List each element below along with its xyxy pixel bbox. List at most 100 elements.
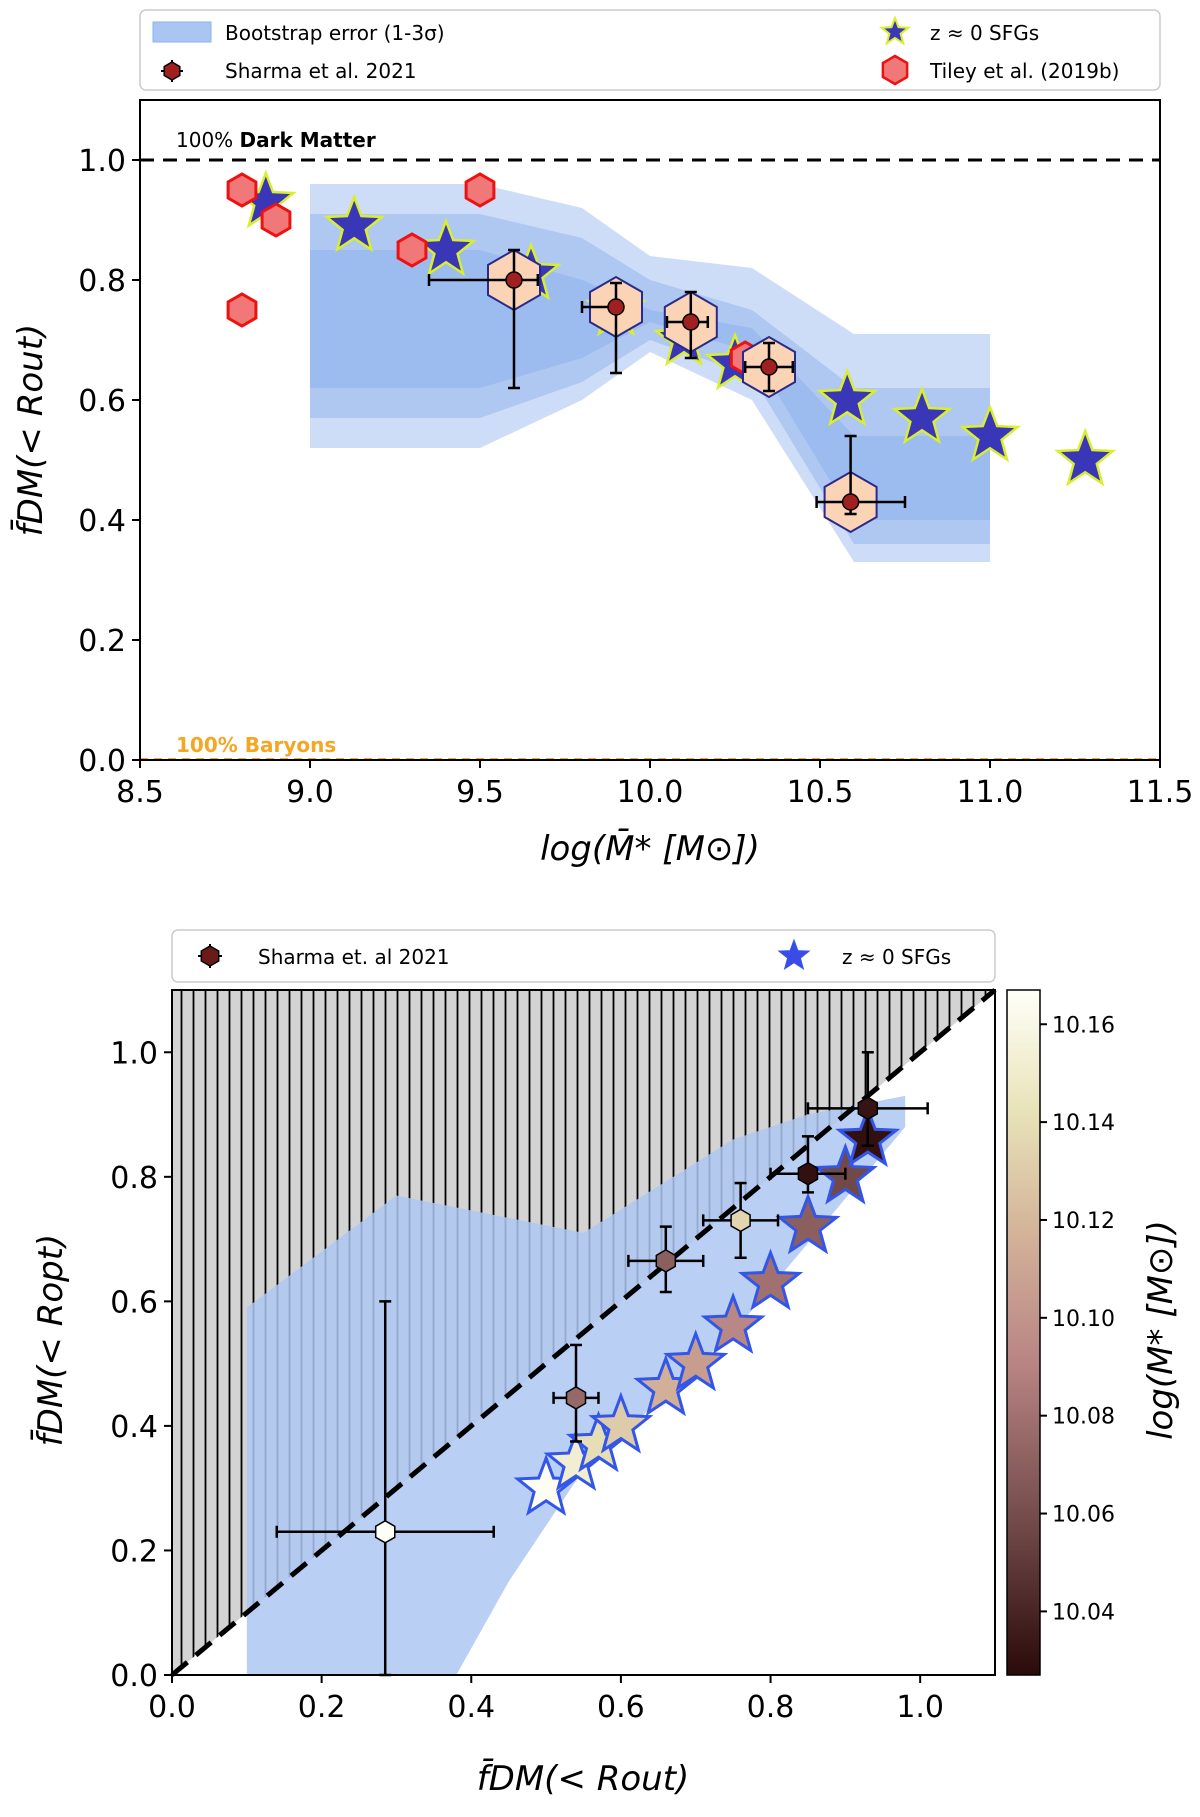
legend-star-shape	[878, 15, 912, 46]
colorbar-gradient	[1006, 989, 1041, 1676]
legend-sfg-star-icon	[878, 15, 912, 46]
x-tick-label: 11.0	[957, 775, 1024, 810]
colorbar-tick-label: 10.10	[1052, 1307, 1115, 1332]
x-tick-label: 0.4	[447, 1690, 495, 1725]
sfg-star-marker	[588, 1391, 654, 1454]
colorbar-ticks: 10.04 10.06 10.08 10.10 10.12 10.14 10.16	[1040, 1013, 1115, 1625]
legend-band-swatch	[152, 21, 212, 43]
legend-hexagon-shape	[881, 54, 909, 86]
legend-tiley-label: Tiley et al. (2019b)	[929, 59, 1119, 83]
tiley-hexagon-marker	[464, 172, 496, 208]
sharma-point-marker	[682, 313, 700, 331]
legend-band-label: Bootstrap error (1-3σ)	[225, 21, 445, 45]
colorbar-label: log(M* [M⊙])	[1141, 1220, 1181, 1440]
tiley-hexagon-marker	[260, 202, 292, 238]
sfg-star-marker	[891, 385, 953, 445]
sharma-point-marker	[607, 298, 625, 316]
bootstrap-error-bands	[310, 184, 990, 562]
legend-sharma-label: Sharma et al. 2021	[225, 59, 417, 83]
colorbar-tick-label: 10.06	[1052, 1503, 1115, 1528]
sfg-star-marker	[323, 193, 386, 253]
sharma-points	[427, 248, 907, 534]
y-tick-label: 0.4	[110, 1410, 158, 1445]
legend-tiley-hexagon-icon	[881, 54, 909, 86]
legend-sharma-marker	[198, 944, 222, 968]
x-tick-label: 10.0	[617, 775, 684, 810]
x-tick-label: 0.0	[148, 1690, 196, 1725]
sharma-hexagon-marker	[565, 1386, 587, 1410]
colorbar-tick-label: 10.12	[1052, 1209, 1115, 1234]
y-tick-label: 0.4	[78, 504, 126, 539]
bottom-x-ticks: 0.0 0.2 0.4 0.6 0.8 1.0	[148, 1675, 944, 1725]
tiley-hexagon-marker	[226, 172, 258, 208]
top-y-ticks: 0.0 0.2 0.4 0.6 0.8 1.0	[78, 144, 140, 779]
y-tick-label: 0.0	[78, 744, 126, 779]
legend-sharma-marker	[161, 60, 183, 82]
y-tick-label: 0.6	[78, 384, 126, 419]
legend-sharma-hexagon	[200, 945, 220, 967]
x-tick-label: 0.8	[747, 1690, 795, 1725]
baryons-annotation: 100% Baryons	[176, 733, 336, 757]
bottom-x-axis-label: f̄DM(< Rout)	[477, 1758, 690, 1799]
x-tick-label: 9.0	[286, 775, 334, 810]
bottom-legend: Sharma et. al 2021 z ≈ 0 SFGs	[171, 929, 996, 983]
y-tick-label: 1.0	[78, 144, 126, 179]
dark-matter-bold: Dark Matter	[240, 128, 376, 152]
sfg-star-marker	[816, 367, 879, 427]
top-x-ticks: 8.5 9.0 9.5 10.0 10.5 11.0 11.5	[116, 760, 1193, 810]
bottom-y-ticks: 0.0 0.2 0.4 0.6 0.8 1.0	[110, 1036, 172, 1694]
top-legend: Bootstrap error (1-3σ) Sharma et al. 202…	[139, 9, 1161, 91]
sharma-hexagon-marker	[655, 1249, 677, 1273]
x-tick-label: 11.5	[1127, 775, 1194, 810]
sharma-point-marker	[841, 493, 860, 511]
y-tick-label: 0.2	[110, 1534, 158, 1569]
legend-star-shape	[777, 938, 811, 971]
sharma-point-marker	[505, 271, 523, 289]
sfg-star-marker	[1054, 427, 1117, 487]
band-1-sigma	[310, 250, 990, 520]
colorbar: 10.04 10.06 10.08 10.10 10.12 10.14 10.16 log(…	[1006, 989, 1181, 1676]
tiley-hexagon-marker	[396, 232, 428, 268]
sharma-point-marker	[760, 358, 778, 376]
tiley-hexagons	[226, 172, 761, 376]
x-tick-label: 9.5	[456, 775, 504, 810]
sfg-stars	[513, 1105, 901, 1516]
sfg-star-marker	[775, 1192, 841, 1255]
y-tick-label: 0.6	[110, 1285, 158, 1320]
colorbar-tick-label: 10.16	[1052, 1013, 1115, 1038]
y-tick-label: 0.8	[110, 1161, 158, 1196]
sharma-hexagon-marker	[797, 1161, 819, 1186]
legend-sfg-star-icon	[777, 938, 811, 971]
dark-matter-prefix: 100%	[176, 128, 233, 152]
legend-sfg-label: z ≈ 0 SFGs	[930, 21, 1039, 45]
sfg-star-marker	[959, 403, 1021, 463]
sharma-hexagon-marker	[730, 1208, 751, 1233]
colorbar-tick-label: 10.04	[1052, 1600, 1115, 1625]
top-x-axis-label: log(M̄* [M⊙])	[540, 828, 760, 869]
bottom-chart: 0.0 0.2 0.4 0.6 0.8 1.0 0.0 0.2 0.4 0.6 0.8 1.0 f̄…	[30, 929, 1181, 1799]
x-tick-label: 10.5	[787, 775, 854, 810]
sharma-hexagon-marker	[374, 1519, 396, 1544]
sfg-star-marker	[663, 1329, 729, 1392]
top-chart: 100% Dark Matter 100% Baryons 8.5 9.0 9.5 1…	[10, 9, 1193, 869]
sfg-star-marker	[737, 1248, 804, 1311]
y-tick-label: 0.0	[110, 1659, 158, 1694]
y-tick-label: 0.2	[78, 624, 126, 659]
band-2-sigma	[310, 214, 990, 544]
legend-sfg-label: z ≈ 0 SFGs	[842, 945, 951, 969]
dark-matter-annotation: 100% Dark Matter	[176, 128, 376, 152]
tiley-hexagon-marker	[226, 292, 258, 328]
one-to-one-line	[170, 988, 997, 1677]
legend-sharma-hexagon	[163, 61, 181, 81]
sharma-hexagon-marker	[857, 1096, 879, 1121]
bottom-axes-frame	[171, 989, 996, 1676]
x-tick-label: 0.2	[298, 1690, 346, 1725]
band-3-sigma	[310, 184, 990, 562]
sfg-star-marker	[700, 1292, 766, 1354]
x-tick-label: 8.5	[116, 775, 164, 810]
x-tick-label: 1.0	[896, 1690, 944, 1725]
x-tick-label: 0.6	[597, 1690, 645, 1725]
colorbar-tick-label: 10.08	[1052, 1405, 1115, 1430]
y-tick-label: 1.0	[110, 1036, 158, 1071]
